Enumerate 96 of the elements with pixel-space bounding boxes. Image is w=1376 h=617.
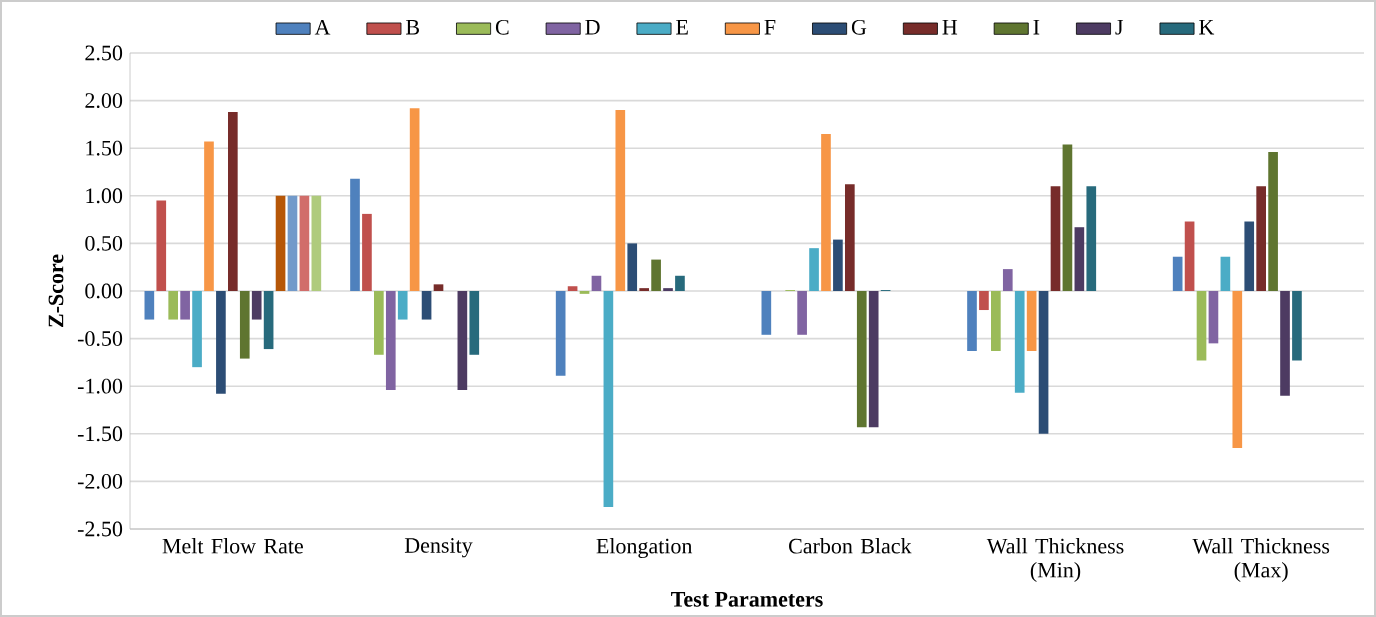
bar xyxy=(1086,186,1097,291)
bar xyxy=(350,178,360,291)
bar xyxy=(1172,256,1183,291)
bar xyxy=(1220,256,1231,291)
bar xyxy=(421,291,432,320)
bar xyxy=(1292,291,1302,361)
bar xyxy=(627,243,638,291)
bar xyxy=(856,291,867,428)
bar xyxy=(180,291,190,320)
bar xyxy=(591,275,602,291)
bar xyxy=(216,291,226,394)
bar xyxy=(1256,186,1266,291)
y-tick-label: -0.50 xyxy=(77,331,123,347)
bar xyxy=(845,184,855,291)
bar xyxy=(1074,227,1085,291)
y-axis-title: Z-Score xyxy=(48,254,64,327)
bar xyxy=(675,275,685,291)
bar xyxy=(299,195,310,291)
bar xyxy=(144,291,155,320)
bar xyxy=(1038,291,1049,434)
bar xyxy=(651,259,661,291)
x-tick-label: Carbon Black xyxy=(789,538,912,554)
legend-label: I xyxy=(1033,19,1040,35)
bar xyxy=(1184,221,1195,291)
bar xyxy=(1280,291,1290,396)
bar xyxy=(469,291,480,355)
bar xyxy=(275,195,286,291)
bar xyxy=(1026,291,1037,351)
bar xyxy=(1244,221,1255,291)
bar xyxy=(1268,152,1278,291)
bar xyxy=(1232,291,1243,449)
bar xyxy=(385,291,396,391)
bar xyxy=(287,195,298,291)
x-tick-label: Wall Thickness (Max) xyxy=(1192,538,1330,583)
bar xyxy=(457,291,468,391)
y-tick-label: -1.50 xyxy=(77,426,123,442)
x-tick-label: Wall Thickness (Min) xyxy=(986,538,1124,583)
y-tick-label: 2.00 xyxy=(85,93,123,109)
bar xyxy=(433,284,444,291)
bar xyxy=(797,291,807,335)
legend-label: D xyxy=(585,19,600,35)
legend-label: B xyxy=(406,19,419,35)
bar xyxy=(192,291,202,368)
bar xyxy=(204,141,214,291)
legend-label: K xyxy=(1199,19,1215,35)
bar xyxy=(1050,186,1061,291)
y-tick-label: 0.00 xyxy=(85,283,123,299)
y-tick-label: 1.00 xyxy=(86,188,123,204)
legend-label: J xyxy=(1115,19,1124,35)
bar xyxy=(251,291,262,320)
x-axis-title: Test Parameters xyxy=(671,592,823,607)
bar xyxy=(761,291,772,335)
bar xyxy=(263,291,274,350)
y-tick-label: 1.50 xyxy=(86,140,123,156)
y-tick-label: -1.00 xyxy=(77,378,123,394)
y-tick-label: 0.50 xyxy=(85,235,123,251)
y-tick-label: -2.50 xyxy=(77,521,123,537)
bar xyxy=(615,110,626,291)
bar xyxy=(868,291,879,428)
bar xyxy=(156,200,167,291)
legend-label: A xyxy=(314,19,331,35)
bar xyxy=(555,291,566,376)
bar xyxy=(1062,144,1073,291)
x-tick-label: Elongation xyxy=(596,538,693,559)
bar xyxy=(967,291,977,351)
legend-label: E xyxy=(676,19,688,35)
bar xyxy=(567,286,578,291)
legend-label: G xyxy=(851,19,867,35)
x-tick-label: Density xyxy=(404,538,473,558)
bar xyxy=(311,195,322,291)
bar xyxy=(362,213,372,291)
bar xyxy=(409,108,420,291)
bar xyxy=(1002,269,1013,291)
bar xyxy=(1208,291,1219,344)
bar xyxy=(397,291,408,320)
legend-label: F xyxy=(764,19,776,35)
bar xyxy=(228,112,238,291)
bar xyxy=(239,291,250,359)
bar xyxy=(991,291,1001,351)
bar xyxy=(1014,291,1025,393)
bar xyxy=(809,248,819,291)
bar xyxy=(1196,291,1207,361)
legend-label: C xyxy=(495,19,509,35)
bar xyxy=(579,291,590,294)
bar xyxy=(639,288,649,291)
legend-label: H xyxy=(942,19,958,35)
bar xyxy=(663,288,673,291)
bar xyxy=(833,239,843,291)
bar xyxy=(979,291,989,311)
x-tick-label: Melt Flow Rate xyxy=(162,538,303,554)
bar xyxy=(603,291,614,508)
bar xyxy=(374,291,384,355)
bar xyxy=(821,133,831,291)
bar xyxy=(168,291,179,320)
y-tick-label: -2.00 xyxy=(77,473,123,489)
y-tick-label: 2.50 xyxy=(85,45,123,61)
